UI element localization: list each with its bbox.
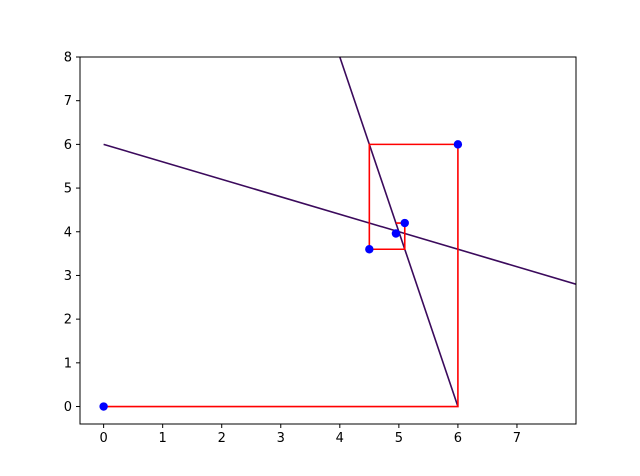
x-tick-label: 4 <box>336 431 344 446</box>
y-tick-label: 8 <box>64 51 72 66</box>
axes-frame <box>79 56 577 425</box>
x-tick-label: 0 <box>99 431 107 446</box>
data-point <box>453 140 463 149</box>
x-tick-label: 6 <box>454 431 462 446</box>
plot-data <box>99 57 576 411</box>
y-tick-label: 0 <box>64 400 72 415</box>
data-point <box>391 229 401 238</box>
data-point <box>99 402 108 411</box>
y-tick-label: 1 <box>64 356 72 371</box>
y-tick-label: 4 <box>64 225 72 240</box>
y-tick-label: 7 <box>64 94 72 109</box>
series-line-1 <box>103 143 576 285</box>
data-point <box>400 218 409 228</box>
iteration-path <box>103 143 459 408</box>
x-tick-label: 1 <box>159 431 167 446</box>
x-tick-label: 5 <box>395 431 403 446</box>
y-tick-label: 6 <box>64 138 72 153</box>
x-axis: 0 1 2 3 4 5 6 7 <box>99 424 521 446</box>
y-tick-label: 5 <box>64 182 72 197</box>
y-tick-label: 2 <box>64 313 72 328</box>
data-point <box>365 245 374 254</box>
x-tick-label: 7 <box>513 431 521 446</box>
x-tick-label: 3 <box>277 431 285 446</box>
y-tick-label: 3 <box>64 269 72 284</box>
y-axis: 0 1 2 3 4 5 6 7 8 <box>64 51 80 415</box>
x-tick-label: 2 <box>218 431 226 446</box>
